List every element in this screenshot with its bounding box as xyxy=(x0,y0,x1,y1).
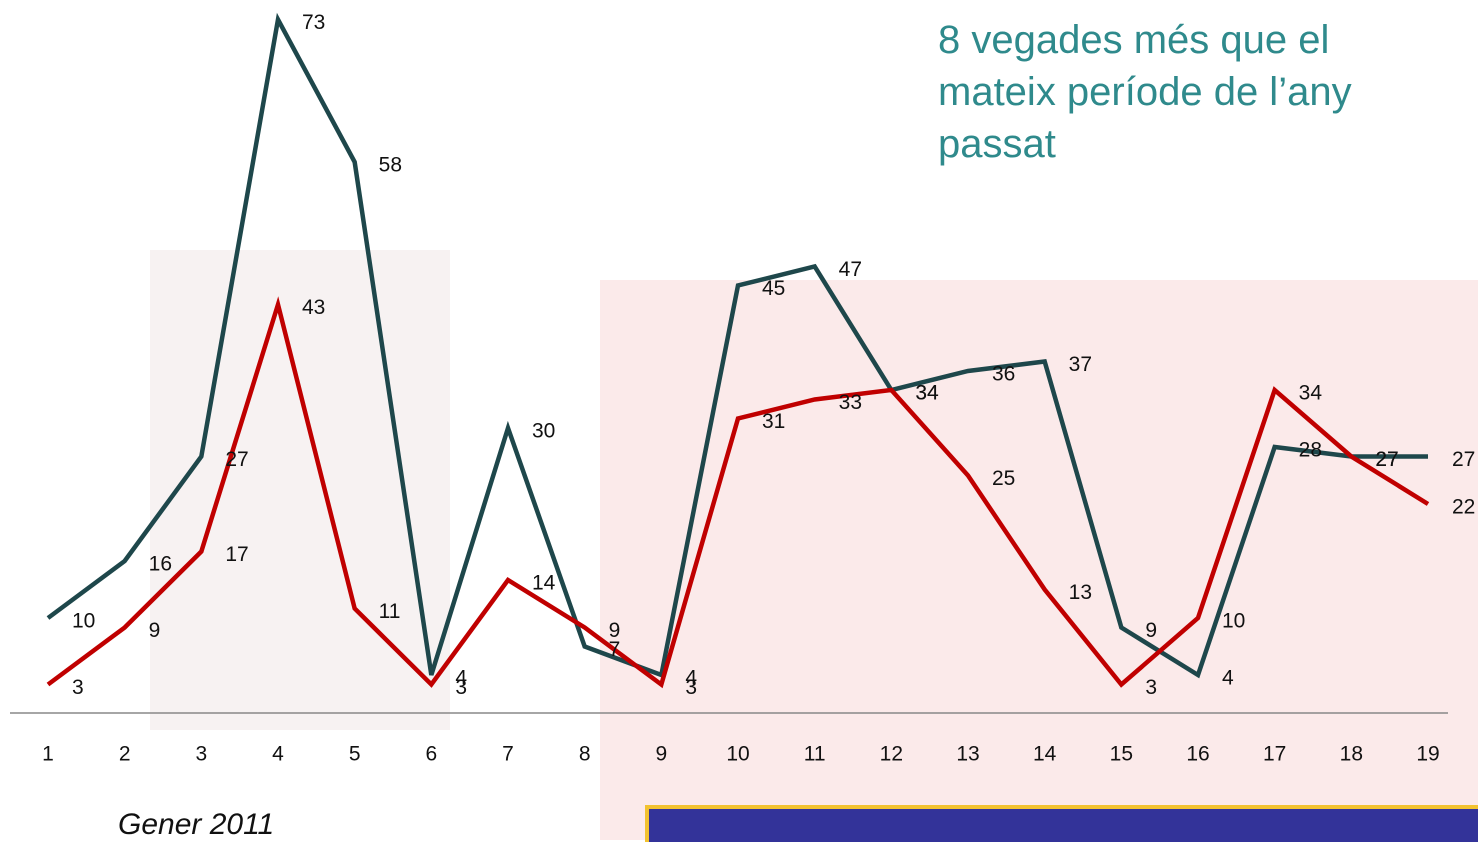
data-label: 58 xyxy=(379,154,402,177)
data-label: 11 xyxy=(379,600,401,623)
data-label: 14 xyxy=(532,572,556,595)
data-label: 37 xyxy=(1069,353,1092,376)
x-tick-label: 9 xyxy=(655,743,667,766)
data-label: 3 xyxy=(1145,676,1157,699)
series-line xyxy=(46,12,1428,679)
x-tick-label: 4 xyxy=(272,743,284,766)
data-label: 34 xyxy=(1299,382,1323,405)
data-label: 30 xyxy=(532,420,555,443)
data-label: 34 xyxy=(915,382,939,405)
x-tick-label: 11 xyxy=(804,743,826,766)
data-label: 17 xyxy=(225,543,248,566)
blue-box xyxy=(645,805,1478,842)
x-tick-label: 17 xyxy=(1263,743,1286,766)
annotation: 8 vegades més que el mateix període de l… xyxy=(938,18,1352,166)
x-tick-label: 15 xyxy=(1110,743,1133,766)
data-label: 33 xyxy=(839,391,862,414)
data-label: 4 xyxy=(455,667,467,690)
data-label: 10 xyxy=(72,610,95,633)
x-tick-label: 19 xyxy=(1416,743,1439,766)
data-label: 47 xyxy=(839,258,862,281)
data-label: 73 xyxy=(302,11,325,34)
data-label: 10 xyxy=(1222,610,1245,633)
x-tick-label: 1 xyxy=(42,743,54,766)
data-label: 34 xyxy=(915,382,939,405)
x-tick-label: 13 xyxy=(956,743,979,766)
x-tick-label: 5 xyxy=(349,743,361,766)
data-label: 16 xyxy=(149,553,172,576)
data-label: 3 xyxy=(455,676,467,699)
data-label: 31 xyxy=(762,410,785,433)
x-tick-label: 12 xyxy=(880,743,903,766)
data-label: 27 xyxy=(225,448,248,471)
x-tick-label: 8 xyxy=(579,743,591,766)
data-label: 45 xyxy=(762,277,785,300)
data-label: 3 xyxy=(685,676,697,699)
data-label: 4 xyxy=(1222,667,1234,690)
data-label: 9 xyxy=(1145,619,1157,642)
x-tick-label: 6 xyxy=(425,743,437,766)
data-label: 25 xyxy=(992,467,1015,490)
data-label: 22 xyxy=(1452,496,1475,519)
footnote: Gener 2011 xyxy=(118,808,275,841)
x-tick-label: 2 xyxy=(119,743,131,766)
background-watermark xyxy=(150,250,450,730)
x-tick-label: 7 xyxy=(502,743,514,766)
data-label: 3 xyxy=(72,676,84,699)
x-tick-label: 18 xyxy=(1340,743,1363,766)
data-label: 7 xyxy=(609,638,621,661)
x-tick-label: 10 xyxy=(726,743,749,766)
data-label: 9 xyxy=(609,619,621,642)
data-label: 4 xyxy=(685,667,697,690)
data-label: 13 xyxy=(1069,581,1092,604)
data-label: 9 xyxy=(149,619,161,642)
data-label: 27 xyxy=(1452,448,1475,471)
data-label: 36 xyxy=(992,363,1015,386)
x-tick-label: 14 xyxy=(1033,743,1057,766)
x-tick-label: 16 xyxy=(1186,743,1209,766)
x-tick-label: 3 xyxy=(195,743,207,766)
data-label: 27 xyxy=(1375,448,1398,471)
background-watermark xyxy=(600,280,1478,840)
data-label: 43 xyxy=(302,296,325,319)
data-label: 28 xyxy=(1299,439,1322,462)
data-label: 27 xyxy=(1375,448,1398,471)
series-line xyxy=(46,296,1430,689)
